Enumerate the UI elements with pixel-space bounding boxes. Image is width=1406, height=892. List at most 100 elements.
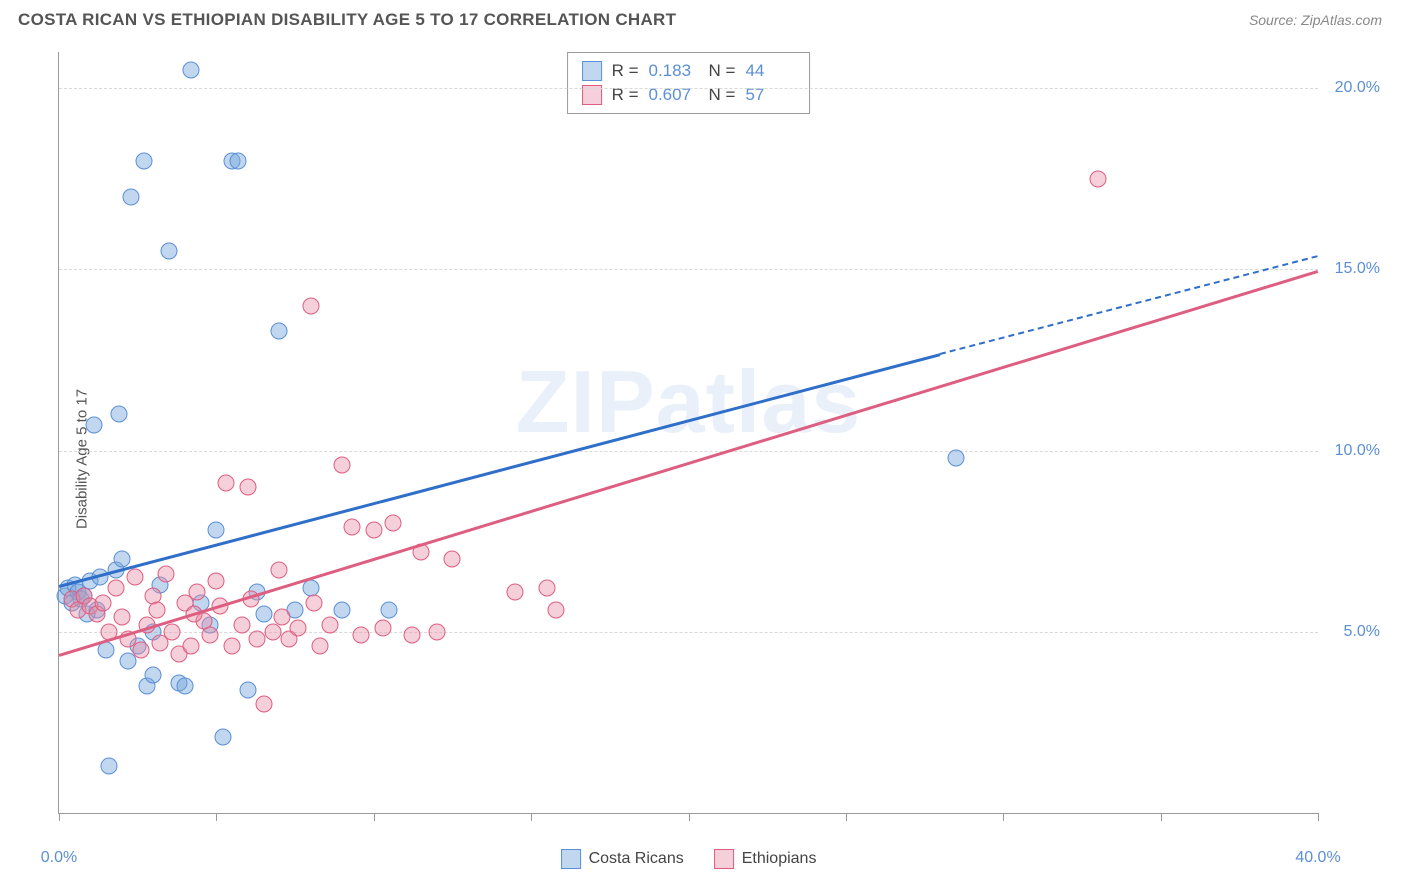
data-point: [1089, 170, 1106, 187]
data-point: [135, 152, 152, 169]
y-tick-label: 15.0%: [1335, 260, 1380, 278]
data-point: [381, 602, 398, 619]
data-point: [224, 638, 241, 655]
data-point: [113, 609, 130, 626]
data-point: [321, 616, 338, 633]
legend-item: Costa Ricans: [561, 849, 684, 869]
x-tick: [1318, 813, 1319, 821]
data-point: [428, 623, 445, 640]
data-point: [95, 594, 112, 611]
data-point: [208, 573, 225, 590]
data-point: [403, 627, 420, 644]
chart-container: Disability Age 5 to 17 ZIPatlas R = 0.18…: [18, 44, 1388, 874]
x-tick: [531, 813, 532, 821]
series-swatch: [582, 61, 602, 81]
data-point: [302, 297, 319, 314]
gridline: [59, 632, 1318, 633]
data-point: [239, 478, 256, 495]
data-point: [343, 518, 360, 535]
data-point: [126, 569, 143, 586]
stat-value: 0.183: [649, 61, 699, 81]
y-tick-label: 5.0%: [1344, 623, 1380, 641]
data-point: [265, 623, 282, 640]
stats-legend-box: R = 0.183 N = 44 R = 0.607 N = 57: [567, 52, 811, 114]
data-point: [85, 417, 102, 434]
data-point: [183, 62, 200, 79]
data-point: [334, 457, 351, 474]
plot-area: ZIPatlas R = 0.183 N = 44 R = 0.607 N = …: [58, 52, 1318, 814]
data-point: [305, 594, 322, 611]
data-point: [110, 406, 127, 423]
stats-row: R = 0.183 N = 44: [582, 59, 796, 83]
x-tick-label: 0.0%: [41, 849, 77, 867]
data-point: [101, 757, 118, 774]
x-tick: [59, 813, 60, 821]
stats-row: R = 0.607 N = 57: [582, 83, 796, 107]
stat-value: 44: [745, 61, 795, 81]
trend-line: [59, 269, 1319, 656]
data-point: [274, 609, 291, 626]
x-tick: [374, 813, 375, 821]
data-point: [271, 323, 288, 340]
data-point: [189, 583, 206, 600]
chart-title: COSTA RICAN VS ETHIOPIAN DISABILITY AGE …: [18, 10, 676, 30]
data-point: [202, 627, 219, 644]
data-point: [176, 678, 193, 695]
data-point: [375, 620, 392, 637]
data-point: [353, 627, 370, 644]
watermark: ZIPatlas: [516, 351, 861, 453]
data-point: [132, 641, 149, 658]
data-point: [507, 583, 524, 600]
data-point: [334, 602, 351, 619]
y-tick-label: 20.0%: [1335, 79, 1380, 97]
legend-item: Ethiopians: [714, 849, 817, 869]
data-point: [271, 562, 288, 579]
data-point: [230, 152, 247, 169]
gridline: [59, 269, 1318, 270]
x-tick: [1003, 813, 1004, 821]
data-point: [98, 641, 115, 658]
legend-label: Costa Ricans: [589, 850, 684, 868]
data-point: [148, 602, 165, 619]
source-attribution: Source: ZipAtlas.com: [1249, 12, 1382, 28]
data-point: [948, 449, 965, 466]
x-tick: [689, 813, 690, 821]
y-tick-label: 10.0%: [1335, 442, 1380, 460]
data-point: [255, 696, 272, 713]
gridline: [59, 88, 1318, 89]
data-point: [161, 243, 178, 260]
data-point: [145, 667, 162, 684]
data-point: [183, 638, 200, 655]
data-point: [444, 551, 461, 568]
data-point: [107, 580, 124, 597]
gridline: [59, 451, 1318, 452]
stat-label: R =: [612, 61, 639, 81]
series-swatch: [561, 849, 581, 869]
data-point: [158, 565, 175, 582]
data-point: [255, 605, 272, 622]
data-point: [249, 631, 266, 648]
bottom-legend: Costa Ricans Ethiopians: [561, 849, 817, 869]
data-point: [548, 602, 565, 619]
data-point: [233, 616, 250, 633]
x-tick: [1161, 813, 1162, 821]
data-point: [384, 515, 401, 532]
data-point: [290, 620, 307, 637]
series-swatch: [714, 849, 734, 869]
x-tick-label: 40.0%: [1295, 849, 1340, 867]
legend-label: Ethiopians: [742, 850, 817, 868]
data-point: [123, 188, 140, 205]
x-tick: [216, 813, 217, 821]
data-point: [217, 475, 234, 492]
trend-line: [59, 353, 941, 587]
data-point: [113, 551, 130, 568]
stat-label: N =: [709, 61, 736, 81]
data-point: [214, 728, 231, 745]
data-point: [239, 681, 256, 698]
data-point: [365, 522, 382, 539]
data-point: [538, 580, 555, 597]
data-point: [208, 522, 225, 539]
data-point: [164, 623, 181, 640]
data-point: [312, 638, 329, 655]
x-tick: [846, 813, 847, 821]
